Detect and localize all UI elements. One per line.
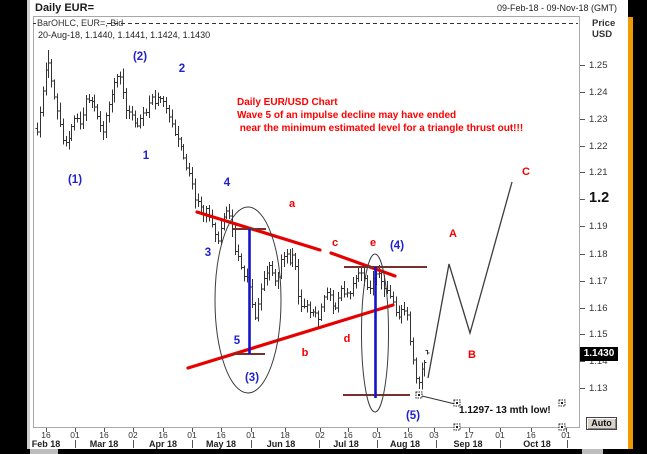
scrollbar-stub-right[interactable] (582, 449, 603, 454)
resize-handle-dot (456, 402, 458, 404)
orange-accent-strip (628, 17, 633, 449)
scrollbar-stub-left[interactable] (30, 449, 58, 454)
legend-ohlc-values: 20-Aug-18, 1.1440, 1.1441, 1.1424, 1.143… (38, 30, 211, 40)
auto-scale-button[interactable]: Auto (586, 417, 617, 430)
abc-projection-line[interactable] (427, 181, 513, 379)
resize-handle-dot (456, 426, 458, 428)
legend-series: BarOHLC, EUR=, Bid (37, 18, 124, 28)
price-axis-header-line2: USD (592, 29, 613, 40)
ohlc-bars (35, 50, 430, 390)
resize-handle-dot (561, 426, 563, 428)
plot-border (33, 16, 580, 428)
price-axis-header: Price USD (592, 18, 615, 40)
red-trendline[interactable] (329, 251, 397, 278)
titlebar: Daily EUR= 09-Feb-18 - 09-Nov-18 (GMT) (0, 0, 647, 16)
chart-title: Daily EUR= (35, 2, 94, 14)
current-price-badge: 1.1430 (580, 347, 618, 361)
left-panel-edge (27, 0, 30, 449)
highlight-ellipse[interactable] (214, 206, 282, 394)
price-axis-header-line1: Price (592, 18, 616, 29)
resize-handle-dot (561, 402, 563, 404)
callout-line[interactable] (421, 395, 456, 405)
date-range: 09-Feb-18 - 09-Nov-18 (GMT) (496, 3, 617, 13)
highlight-ellipse[interactable] (361, 253, 389, 413)
red-trendline[interactable] (195, 210, 322, 252)
chart-panel-background (30, 0, 628, 449)
resize-handle-dot (418, 394, 420, 396)
